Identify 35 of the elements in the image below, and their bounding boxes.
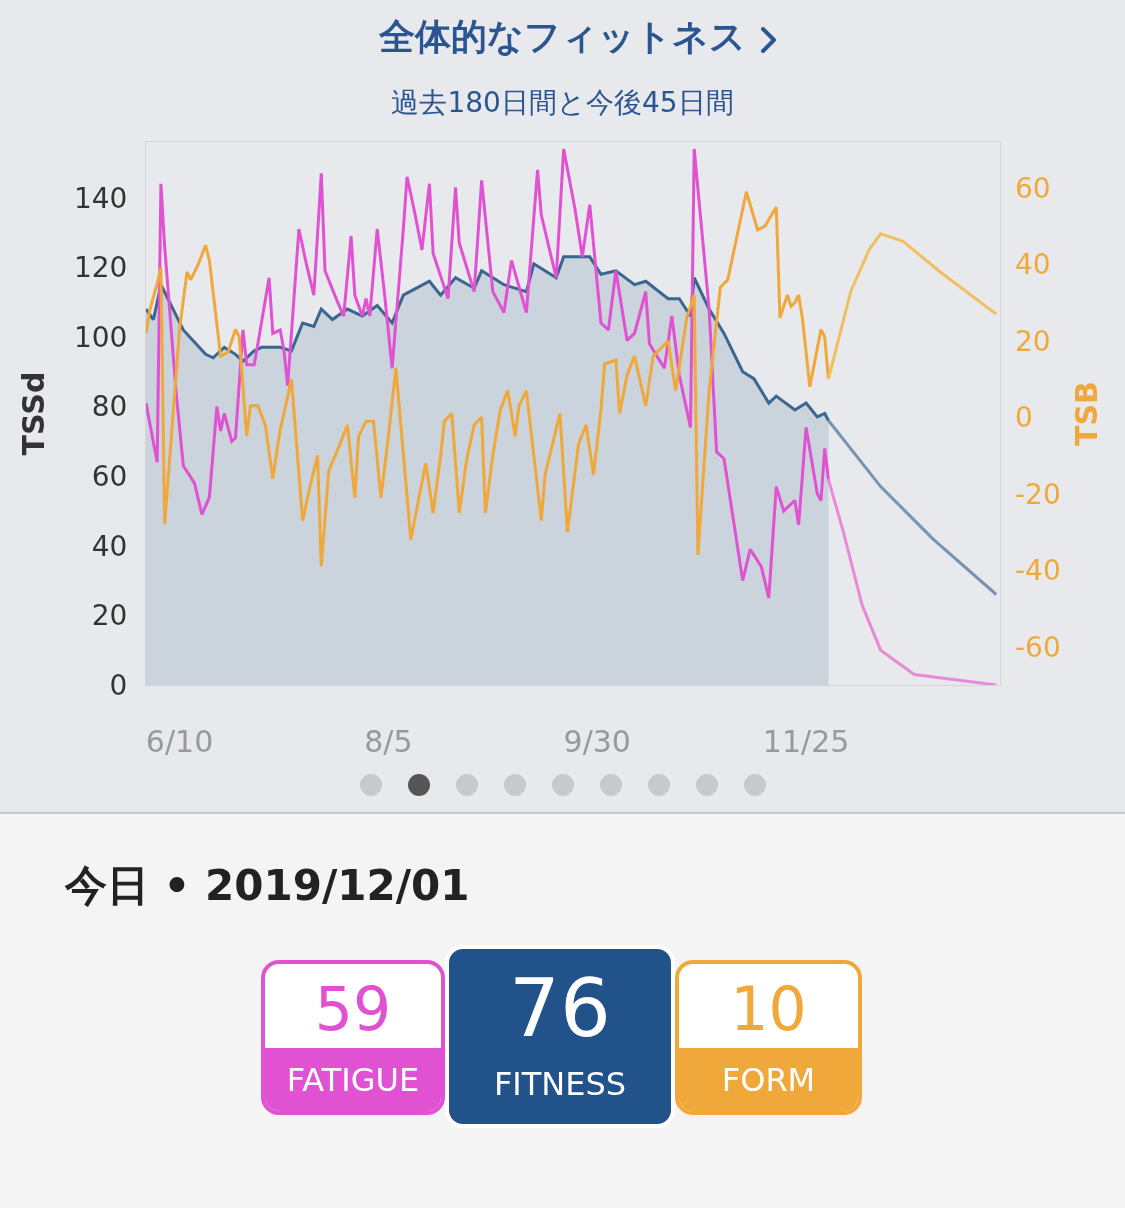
line-series: [826, 232, 998, 381]
y2-tick-label: -40: [1015, 554, 1061, 588]
text: FITNESS: [492, 1065, 628, 1103]
y-tick-label: 80: [91, 390, 128, 424]
y-tick-label: 140: [73, 181, 128, 215]
text: 76: [508, 962, 612, 1055]
y-tick-label: 100: [73, 320, 128, 354]
line-series: [826, 418, 998, 596]
text: FORM: [720, 1060, 817, 1101]
y-tick-label: 40: [91, 529, 128, 563]
y2-tick-label: 20: [1015, 324, 1051, 358]
y-tick-label: 20: [91, 599, 128, 633]
y2-tick-label: 0: [1015, 401, 1033, 435]
y-axis-title: TSSd: [15, 371, 51, 456]
y-tick-label: 60: [91, 459, 128, 493]
x-tick-label: 8/5: [364, 724, 413, 759]
line-series: [826, 478, 998, 685]
x-tick-label: 11/25: [762, 724, 850, 759]
text: 今日 • 2019/12/01: [65, 860, 470, 912]
y2-tick-label: -60: [1015, 630, 1061, 664]
y2-tick-label: 60: [1015, 171, 1051, 205]
x-tick-label: 6/10: [145, 724, 214, 759]
chart-title: 全体的なフィットネス: [378, 16, 746, 58]
text: FATIGUE: [285, 1060, 421, 1101]
y2-axis-title: TSB: [1069, 381, 1105, 446]
x-tick-label: 9/30: [563, 724, 631, 759]
y2-tick-label: -20: [1015, 477, 1061, 511]
chart-subtitle: 過去180日間と今後45日間: [391, 85, 734, 119]
line-series: [146, 147, 830, 600]
y2-tick-label: 40: [1015, 248, 1051, 282]
y-tick-label: 0: [109, 668, 128, 702]
text: 59: [313, 973, 393, 1046]
text: 10: [729, 973, 808, 1046]
y-tick-label: 120: [73, 251, 128, 285]
line-series: [146, 190, 830, 568]
